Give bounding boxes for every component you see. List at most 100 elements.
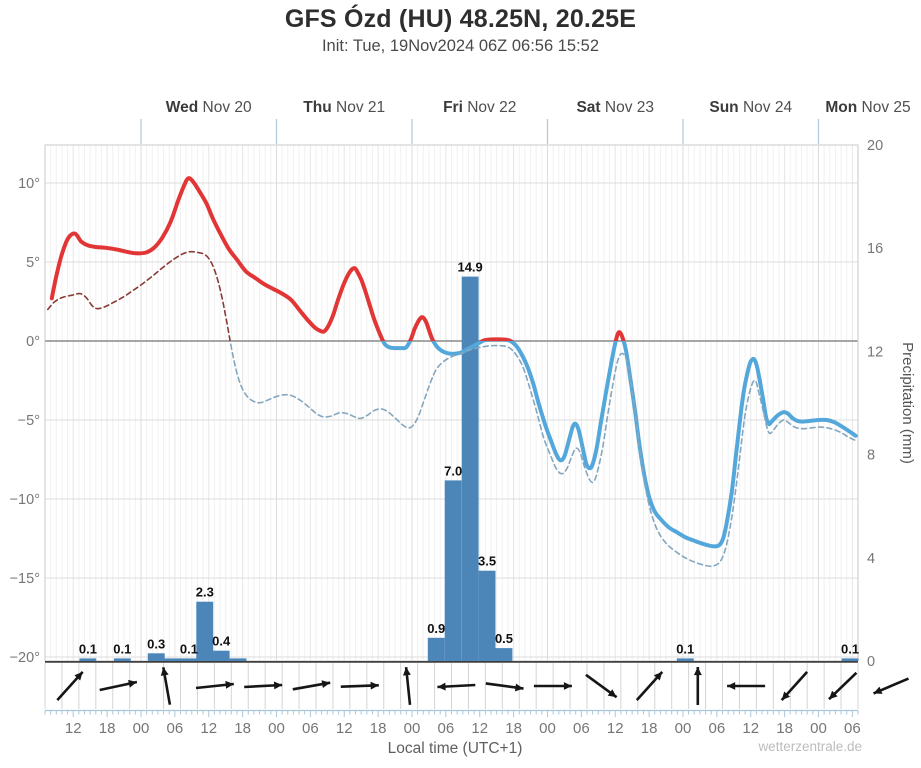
- wind-arrow-head: [514, 683, 524, 692]
- precip-bar: [196, 601, 214, 661]
- temperature-2m-path: [49, 176, 626, 341]
- precip-bar: [180, 658, 198, 661]
- wind-arrow-head: [370, 681, 379, 690]
- temp-tick-label: −10°: [10, 492, 40, 508]
- precip-bar: [113, 658, 131, 661]
- x-tick-label: 06: [709, 720, 726, 737]
- x-tick-label: 06: [438, 720, 455, 737]
- x-tick-label: 00: [133, 720, 150, 737]
- temperature-2m-curve: [49, 176, 858, 549]
- x-tick-label: 18: [505, 720, 522, 737]
- wind-arrow: [872, 677, 910, 695]
- wind-arrow: [727, 682, 766, 690]
- x-axis: 12 18 00 06 12 18 00 06 12 18 00 06 12 18 00 06 12 18 00 06…: [44, 709, 861, 737]
- x-tick-label: 06: [167, 720, 184, 737]
- wind-arrow: [403, 666, 412, 706]
- wind-arrow-head: [225, 680, 234, 689]
- x-tick-label: 00: [675, 720, 692, 737]
- precip-value-label: 0.5: [495, 631, 513, 646]
- day-label: Wed Nov 20: [166, 99, 252, 116]
- wind-arrow: [292, 680, 331, 691]
- precip-tick-label: 12: [867, 344, 883, 360]
- precip-axis-title: Precipitation (mm): [899, 342, 916, 464]
- day-label: Fri Nov 22: [443, 99, 516, 116]
- wind-arrow: [780, 671, 809, 701]
- wind-arrow: [485, 682, 524, 692]
- wind-arrow: [533, 682, 572, 690]
- wind-arrow-head: [873, 686, 883, 694]
- x-tick-label: 12: [200, 720, 217, 737]
- precip-bar: [79, 658, 97, 661]
- x-tick-label: 12: [607, 720, 624, 737]
- wind-arrow-head: [128, 679, 137, 688]
- x-tick-label: 00: [404, 720, 421, 737]
- temp-tick-label: −15°: [10, 571, 40, 587]
- wind-arrow-head: [74, 671, 83, 681]
- wind-arrow: [585, 673, 618, 699]
- x-axis-caption: Local time (UTC+1): [387, 740, 523, 757]
- precip-value-label: 2.3: [196, 585, 214, 600]
- x-tick-label: 00: [810, 720, 827, 737]
- wind-arrow-strip: [44, 661, 910, 709]
- temp-tick-label: 0°: [26, 334, 40, 350]
- x-tick-label: 12: [471, 720, 488, 737]
- precip-bar: [147, 653, 165, 661]
- plot-gridlines: [44, 145, 859, 661]
- day-label: Sat Nov 23: [576, 99, 654, 116]
- wind-arrow-head: [437, 682, 446, 691]
- x-tick-label: 18: [641, 720, 658, 737]
- temperature-2m-path: [380, 341, 858, 549]
- x-tick-label: 18: [99, 720, 116, 737]
- wind-arrow-head: [273, 681, 283, 690]
- day-label: Sun Nov 24: [709, 99, 792, 116]
- x-tick-label: 06: [573, 720, 590, 737]
- precip-tick-label: 0: [867, 654, 875, 670]
- x-tick-label: 00: [268, 720, 285, 737]
- precip-value-label: 7.0: [444, 463, 462, 478]
- day-label: Thu Nov 21: [303, 99, 385, 116]
- wind-arrow: [693, 667, 702, 705]
- precip-bar: [229, 658, 247, 661]
- x-tick-label: 12: [65, 720, 82, 737]
- precipitation-axis: 20 16 12 8 4 0 Precipitation (mm): [867, 138, 916, 670]
- x-tick-label: 06: [302, 720, 319, 737]
- wind-arrow-head: [829, 690, 838, 700]
- page-title: GFS Ózd (HU) 48.25N, 20.25E: [284, 5, 637, 33]
- wind-arrow: [828, 671, 858, 701]
- day-labels-row: Wed Nov 20 Thu Nov 21 Fri Nov 22 Sat Nov 23…: [140, 99, 911, 144]
- init-subtitle: Init: Tue, 19Nov2024 06Z 06:56 15:52: [321, 37, 600, 55]
- precip-bar-labels: 0.1 0.1 0.3 0.1 2.3 0.4 0.9 7.0 14.9 3.5 0.5 0.1 0.1: [79, 260, 859, 657]
- precip-value-label: 0.1: [113, 641, 131, 656]
- precip-tick-label: 16: [867, 241, 883, 257]
- wind-arrow: [635, 671, 664, 701]
- precip-tick-label: 4: [867, 551, 875, 567]
- precip-value-label: 14.9: [457, 260, 482, 275]
- temperature-axis: 10° 5° 0° −5° −10° −15° −20°: [10, 176, 40, 666]
- precip-value-label: 3.5: [478, 554, 496, 569]
- x-tick-label: 06: [844, 720, 861, 737]
- precip-value-label: 0.9: [427, 621, 445, 636]
- precip-bar: [841, 658, 859, 661]
- precip-tick-label: 8: [867, 448, 875, 464]
- wind-arrow: [244, 681, 283, 690]
- wind-arrow-head: [693, 667, 702, 676]
- temp-tick-label: −5°: [18, 413, 40, 429]
- temp-tick-label: −20°: [10, 650, 40, 666]
- wind-arrow-head: [563, 682, 572, 690]
- wind-arrow-head: [607, 689, 617, 698]
- dewpoint-path: [47, 250, 231, 341]
- wind-arrow: [56, 671, 84, 701]
- chart-header: GFS Ózd (HU) 48.25N, 20.25E Init: Tue, 1…: [0, 0, 921, 56]
- precip-bar: [461, 276, 479, 661]
- precip-bar: [212, 650, 230, 661]
- x-tick-label: 18: [234, 720, 251, 737]
- wind-arrow: [99, 679, 138, 692]
- wind-arrow-head: [321, 680, 331, 688]
- wind-arrow-head: [781, 691, 790, 701]
- precip-value-label: 0.1: [180, 641, 198, 656]
- precip-bar: [427, 637, 445, 661]
- temp-tick-label: 5°: [26, 255, 40, 271]
- precip-bar: [444, 480, 462, 661]
